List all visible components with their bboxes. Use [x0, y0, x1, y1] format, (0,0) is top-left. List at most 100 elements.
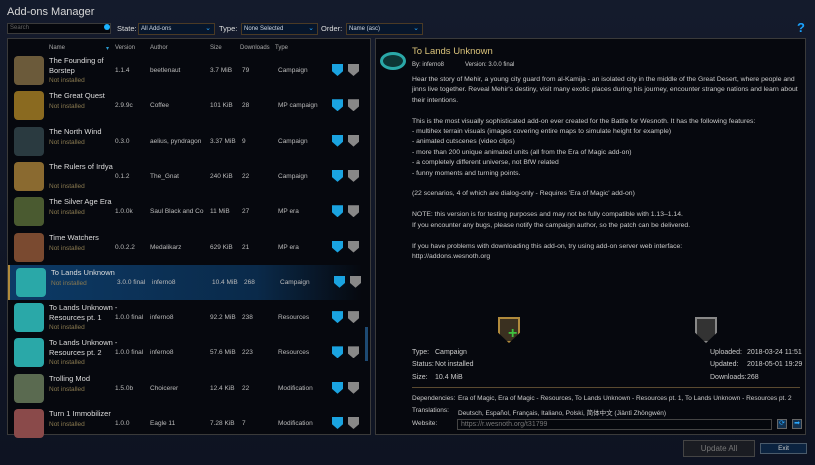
- install-shield-icon[interactable]: [332, 240, 343, 253]
- addon-icon: [16, 267, 46, 297]
- addon-type: Campaign: [278, 137, 308, 145]
- order-select[interactable]: Name (asc) ⌄: [346, 23, 423, 35]
- search-input[interactable]: Search: [7, 23, 111, 34]
- addon-icon: [14, 373, 44, 403]
- addon-downloads: 268: [244, 278, 255, 286]
- uninstall-shield-icon[interactable]: [348, 346, 359, 359]
- search-icon[interactable]: [104, 24, 110, 30]
- uninstall-shield-icon[interactable]: [348, 64, 359, 76]
- uninstall-shield-icon[interactable]: [350, 275, 361, 288]
- addon-size: 240 KiB: [210, 172, 233, 180]
- state-value: All Add-ons: [141, 26, 172, 32]
- addon-size: 3.7 MiB: [210, 67, 233, 74]
- addon-version: 1.5.0b: [115, 384, 134, 392]
- addon-size: 92.2 MiB: [210, 314, 236, 322]
- update-all-button[interactable]: Update All: [683, 440, 755, 457]
- type-value: None Selected: [244, 26, 284, 32]
- translations-label: Translations:: [412, 407, 449, 414]
- addon-author: inferno8: [150, 314, 174, 322]
- help-icon[interactable]: ?: [797, 20, 805, 35]
- addon-status: Not installed: [49, 77, 85, 84]
- uninstall-shield-icon[interactable]: [348, 417, 359, 429]
- install-shield-icon[interactable]: [332, 169, 343, 182]
- open-url-icon[interactable]: ➡: [792, 419, 802, 429]
- column-author[interactable]: Author: [150, 45, 168, 51]
- uninstall-shield-icon[interactable]: [348, 311, 359, 324]
- column-version[interactable]: Version: [115, 45, 136, 51]
- install-shield-icon[interactable]: [332, 311, 343, 324]
- list-scrollbar[interactable]: [365, 327, 368, 361]
- addon-row[interactable]: To Lands Unknown Not installed 3.0.0 fin…: [8, 264, 362, 300]
- exit-button[interactable]: Exit: [760, 443, 807, 454]
- size-info-label: Size:: [412, 374, 428, 381]
- addon-name: To Lands Unknown - Resources pt. 2: [49, 338, 118, 358]
- addon-author: Saul Black and Co: [150, 208, 204, 216]
- addon-downloads: 238: [242, 314, 253, 322]
- addon-author: Choicerer: [150, 384, 179, 392]
- addon-author: aelius, pyndragon: [150, 137, 202, 145]
- addon-icon: [14, 232, 44, 262]
- install-shield-icon[interactable]: [332, 134, 343, 147]
- addon-version: 1.1.4: [115, 67, 130, 74]
- install-shield-icon[interactable]: [334, 275, 345, 288]
- detail-description: Hear the story of Mehir, a young city gu…: [412, 76, 798, 260]
- addon-downloads: 21: [242, 243, 250, 251]
- state-select[interactable]: All Add-ons ⌄: [138, 23, 215, 35]
- addon-row[interactable]: The Great Quest Not installed 2.9.9c Cof…: [8, 88, 362, 123]
- addon-author: beetlenaut: [150, 67, 181, 74]
- install-shield-icon[interactable]: [332, 417, 343, 429]
- addon-author: The_Gnat: [150, 172, 179, 180]
- addon-status: Not installed: [49, 209, 85, 217]
- install-shield-icon[interactable]: [332, 64, 343, 76]
- copy-url-icon[interactable]: ⟳: [777, 419, 787, 429]
- addon-name: The North Wind: [49, 126, 102, 136]
- sort-icon[interactable]: ▾: [106, 46, 110, 52]
- type-info-label: Type:: [412, 349, 430, 356]
- addon-row[interactable]: The North Wind Not installed 0.3.0 aeliu…: [8, 124, 362, 159]
- install-button[interactable]: [498, 317, 520, 343]
- addon-version: 0.1.2: [115, 172, 130, 180]
- install-shield-icon[interactable]: [332, 346, 343, 359]
- uninstall-shield-icon[interactable]: [348, 169, 359, 182]
- addon-name: To Lands Unknown: [51, 267, 115, 277]
- addon-downloads: 28: [242, 102, 250, 110]
- addon-row[interactable]: To Lands Unknown - Resources pt. 2 Not i…: [8, 335, 362, 370]
- website-label: Website:: [412, 420, 438, 427]
- column-type[interactable]: Type: [275, 45, 289, 51]
- uninstall-shield-icon[interactable]: [348, 381, 359, 394]
- uninstall-shield-icon[interactable]: [348, 240, 359, 253]
- addon-icon: [14, 338, 44, 368]
- addon-type: Campaign: [278, 67, 308, 74]
- install-shield-icon[interactable]: [332, 205, 343, 218]
- uninstall-shield-icon[interactable]: [348, 99, 359, 112]
- addon-row[interactable]: Turn 1 Immobilizer Not installed 1.0.0 E…: [8, 406, 362, 441]
- addon-name: The Rulers of Irdya: [49, 161, 113, 171]
- addon-version: 2.9.9c: [115, 102, 133, 110]
- addon-row[interactable]: To Lands Unknown - Resources pt. 1 Not i…: [8, 300, 362, 335]
- type-select[interactable]: None Selected ⌄: [241, 23, 318, 35]
- divider: [412, 387, 800, 388]
- uninstall-shield-icon[interactable]: [348, 134, 359, 147]
- addon-icon: [14, 56, 44, 85]
- addon-type: MP campaign: [278, 102, 318, 110]
- column-downloads[interactable]: Downloads: [240, 45, 270, 51]
- addon-row[interactable]: The Rulers of Irdya Not installed 0.1.2 …: [8, 159, 362, 194]
- addon-row[interactable]: The Founding of Borstep Not installed 1.…: [8, 53, 362, 88]
- website-field[interactable]: https://r.wesnoth.org/t31799: [457, 419, 772, 430]
- addon-icon: [14, 161, 44, 191]
- column-name[interactable]: Name: [49, 45, 66, 51]
- column-size[interactable]: Size: [210, 45, 222, 51]
- updated-value: 2018-05-01 19:29: [747, 361, 803, 368]
- addon-size: 57.6 MiB: [210, 349, 236, 357]
- addon-size: 12.4 KiB: [210, 384, 235, 392]
- addon-row[interactable]: The Silver Age Era Not installed 1.0.0k …: [8, 194, 362, 229]
- install-shield-icon[interactable]: [332, 99, 343, 112]
- status-info-label: Status:: [412, 361, 434, 368]
- addon-row[interactable]: Trolling Mod Not installed 1.5.0b Choice…: [8, 371, 362, 406]
- addon-version: 0.3.0: [115, 137, 130, 145]
- status-info-value: Not installed: [435, 361, 474, 368]
- install-shield-icon[interactable]: [332, 381, 343, 394]
- uninstall-button[interactable]: [695, 317, 717, 343]
- addon-row[interactable]: Time Watchers Not installed 0.0.2.2 Meda…: [8, 230, 362, 265]
- uninstall-shield-icon[interactable]: [348, 205, 359, 218]
